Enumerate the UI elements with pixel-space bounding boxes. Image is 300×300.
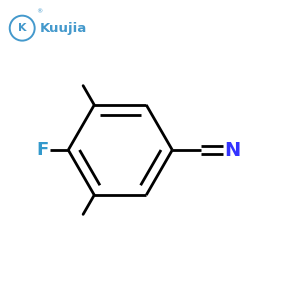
Text: N: N [224, 140, 240, 160]
Text: ®: ® [36, 9, 42, 14]
Text: K: K [18, 23, 26, 33]
Text: F: F [37, 141, 49, 159]
Text: Kuujia: Kuujia [40, 22, 87, 34]
